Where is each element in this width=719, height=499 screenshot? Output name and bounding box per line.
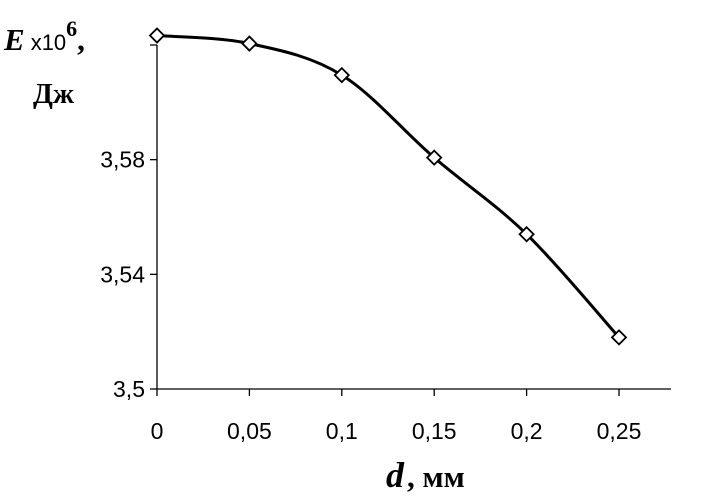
x-axis-unit: , мм [407,459,465,494]
x-tick-label: 0,15 [412,418,457,444]
axes [156,45,671,390]
y-axis-exponent: 6 [66,16,77,41]
series [148,27,628,346]
y-axis-symbol: E [3,22,25,57]
y-tick-label: 3,58 [100,147,145,173]
series-line [156,34,621,339]
x-tick-label: 0,2 [511,418,543,444]
data-point-marker [610,329,628,346]
y-tick-label: 3,54 [100,261,145,287]
y-axis-comma: , [77,22,85,57]
y-axis-multiplier: x10 [31,30,66,55]
x-tick-label: 0,1 [326,418,358,444]
x-ticks: 0 0,05 0,1 0,15 0,2 0,25 [151,389,642,444]
x-tick-label: 0,05 [227,418,272,444]
x-tick-label: 0 [151,418,164,444]
x-axis-title: d, мм [386,455,465,495]
data-point-marker [425,149,443,166]
y-ticks: 3,5 3,54 3,58 [100,44,157,402]
y-axis-unit: Дж [33,78,74,110]
data-point-marker [241,35,258,52]
x-axis-symbol: d [386,455,405,495]
data-point-marker [148,27,166,44]
data-point-marker [518,225,535,243]
y-tick-label: 3,5 [113,376,145,402]
x-tick-label: 0,25 [597,418,642,444]
data-point-marker [333,66,351,84]
